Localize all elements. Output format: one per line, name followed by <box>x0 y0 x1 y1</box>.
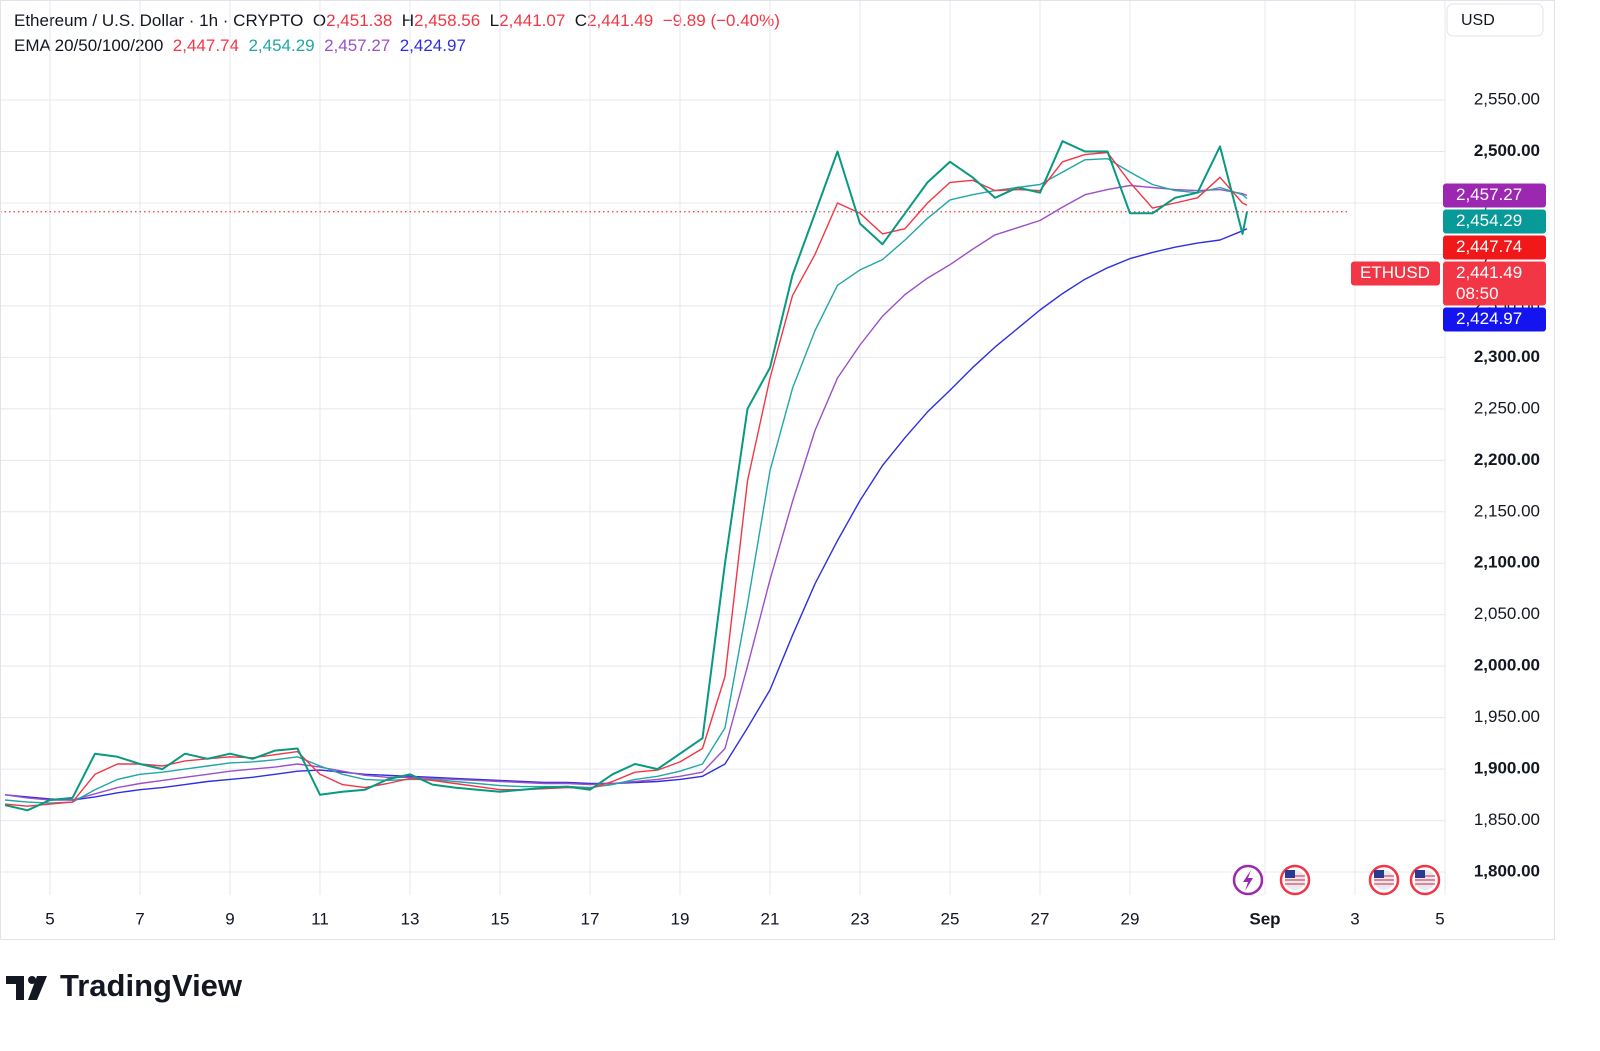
y-tick-label: 2,250.00 <box>1474 398 1540 417</box>
y-tick-label: 2,300.00 <box>1474 347 1540 366</box>
x-tick-label: 19 <box>671 909 690 928</box>
x-tick-label: 25 <box>941 909 960 928</box>
symbol-tag-label: ETHUSD <box>1360 263 1430 282</box>
ohlc-value: 2,451.38 <box>326 11 393 30</box>
axis-layer: 1,800.00 1,850.00 1,900.00 1,950.00 2,000.00… <box>45 90 1546 928</box>
y-tick-label: 1,950.00 <box>1474 707 1540 726</box>
x-tick-label: 11 <box>311 909 329 928</box>
chart-frame <box>0 0 1555 940</box>
y-tick-label: 2,550.00 <box>1474 90 1540 109</box>
ema-label: EMA 20/50/100/200 <box>14 36 164 55</box>
price-tag-label: 2,441.49 <box>1456 263 1522 282</box>
currency-label[interactable]: USD <box>1461 12 1495 29</box>
us-event[interactable] <box>1279 864 1311 896</box>
x-tick-label: 27 <box>1031 909 1050 928</box>
ema-line <box>4 151 1248 807</box>
ema-value: 2,454.29 <box>248 36 315 55</box>
ohlc-key: H <box>401 11 415 30</box>
price-tag-label: 2,447.74 <box>1456 237 1522 256</box>
chart-header: Ethereum / U.S. Dollar · 1h · CRYPTO O2,… <box>14 8 780 58</box>
x-tick-label: 23 <box>851 909 870 928</box>
us-event[interactable] <box>1368 864 1400 896</box>
ema-value: 2,424.97 <box>399 36 466 55</box>
event-bolt <box>1243 870 1253 891</box>
event-icons <box>1232 864 1441 896</box>
ema-line: EMA 20/50/100/200 2,447.74 2,454.29 2,45… <box>14 33 780 58</box>
x-tick-label: 7 <box>135 909 144 928</box>
us-event[interactable] <box>1409 864 1441 896</box>
x-tick-label: 9 <box>225 909 234 928</box>
price-tag <box>1443 235 1546 260</box>
brand-logo <box>6 976 47 1000</box>
y-tick-label: 2,150.00 <box>1474 501 1540 520</box>
ema-line <box>4 158 1248 804</box>
price-tag-label: 2,454.29 <box>1456 211 1522 230</box>
line-layer <box>4 140 1248 812</box>
grid-layer <box>0 0 1446 895</box>
y-tick-label: 1,850.00 <box>1474 810 1540 829</box>
symbol-title: Ethereum / U.S. Dollar · 1h · CRYPTO <box>14 11 304 30</box>
price-tag-label: 2,457.27 <box>1456 185 1522 204</box>
symbol-tag <box>1351 261 1440 286</box>
y-tick-label: 2,100.00 <box>1474 553 1540 572</box>
ohlc-key: C <box>574 11 588 30</box>
x-tick-label: 3 <box>1350 909 1359 928</box>
x-tick-label: 29 <box>1121 909 1140 928</box>
ohlc-value: 2,441.49 <box>587 11 654 30</box>
y-tick-label: 2,050.00 <box>1474 604 1540 623</box>
ema-line <box>4 184 1248 801</box>
y-tick-label: 2,500.00 <box>1474 141 1540 160</box>
x-tick-label: 15 <box>491 909 510 928</box>
ohlc-value: 2,458.56 <box>414 11 481 30</box>
x-tick-label: Sep <box>1249 909 1280 928</box>
ema-line <box>4 228 1248 801</box>
ohlc-line: Ethereum / U.S. Dollar · 1h · CRYPTO O2,… <box>14 8 780 33</box>
price-change: −9.89 (−0.40%) <box>662 11 780 30</box>
x-tick-label: 5 <box>1435 909 1444 928</box>
x-tick-label: 13 <box>401 909 420 928</box>
y-tick-label: 1,800.00 <box>1474 862 1540 881</box>
ohlc-value: 2,441.07 <box>499 11 566 30</box>
price-tag <box>1443 307 1546 332</box>
price-tag <box>1443 183 1546 208</box>
x-tick-label: 5 <box>45 909 54 928</box>
brand-name: TradingView <box>60 968 243 1003</box>
ema-value: 2,457.27 <box>324 36 391 55</box>
x-tick-label: 17 <box>581 909 600 928</box>
ema-value: 2,447.74 <box>172 36 239 55</box>
price-line <box>4 140 1248 812</box>
currency-button[interactable] <box>1446 3 1544 37</box>
price-tag <box>1443 209 1546 234</box>
y-tick-label: 2,200.00 <box>1474 450 1540 469</box>
countdown: 08:50 <box>1456 284 1499 303</box>
ohlc-key: L <box>489 11 500 30</box>
y-tick-label: 1,900.00 <box>1474 759 1540 778</box>
y-tick-label: 2,000.00 <box>1474 656 1540 675</box>
price-tag-label: 2,424.97 <box>1456 309 1522 328</box>
price-tag <box>1443 261 1546 306</box>
x-tick-label: 21 <box>761 909 780 928</box>
